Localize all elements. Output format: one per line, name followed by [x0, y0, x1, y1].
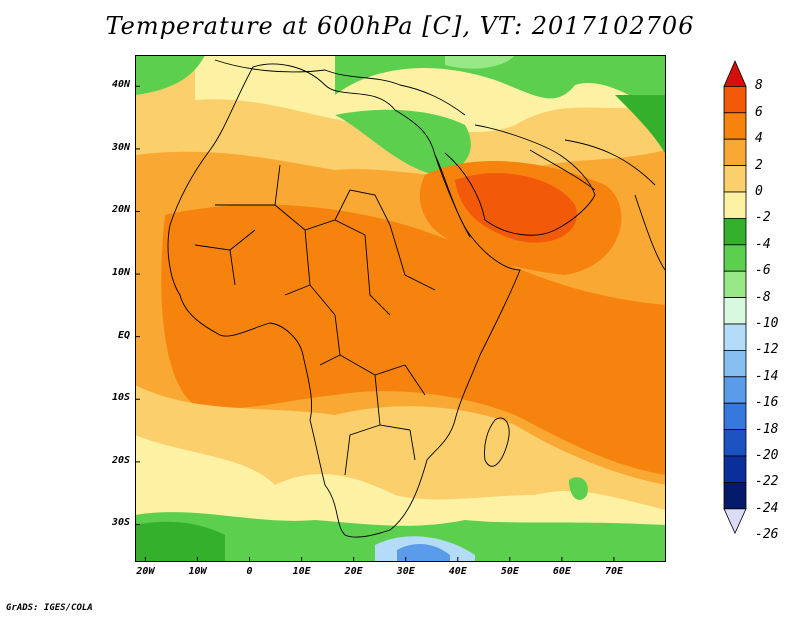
colorbar-label: -14 [755, 368, 779, 384]
lon-label: 70E [604, 566, 623, 577]
field-green-nw [135, 55, 205, 95]
lat-label: EQ [117, 329, 130, 341]
axis-ticks [135, 85, 615, 562]
colorbar-label: -10 [755, 316, 779, 331]
colorbar-label: 4 [755, 131, 763, 147]
field-green-ne [615, 95, 666, 155]
field-green-spot [569, 477, 588, 500]
colorbar-swatch [723, 112, 747, 140]
lon-label: 20W [136, 566, 155, 577]
lat-label: 30S [111, 517, 130, 529]
colorbar-swatch [723, 429, 747, 457]
colorbar-label: 8 [755, 78, 763, 94]
colorbar-swatch [723, 323, 747, 351]
colorbar-label: -18 [755, 421, 779, 437]
colorbar-swatch [723, 402, 747, 431]
lon-label: 0 [246, 566, 253, 577]
field-green-med [335, 55, 666, 115]
page-title: Temperature at 600hPa [C], VT: 201710270… [105, 12, 695, 40]
colorbar-label: -8 [755, 289, 771, 305]
lat-label: 20N [111, 204, 130, 216]
colorbar-label: -16 [755, 395, 779, 411]
colorbar-label: 6 [755, 104, 763, 120]
colorbar-swatch [723, 165, 747, 193]
colorbar-swatch [723, 217, 747, 246]
colorbar-swatch [723, 376, 747, 404]
field-colder-south [397, 543, 450, 562]
temperature-map [135, 55, 666, 562]
field-hot-arabia [455, 173, 577, 243]
colorbar-label: -6 [755, 263, 771, 279]
colorbar [723, 60, 747, 535]
colorbar-swatch [723, 244, 747, 272]
field-green-sw [135, 521, 225, 562]
map-frame [135, 55, 666, 562]
lat-label: 40N [111, 79, 130, 91]
colorbar-swatch [723, 60, 747, 87]
colorbar-label: -24 [755, 500, 779, 516]
lat-label: 20S [111, 454, 130, 466]
colorbar-label: -12 [755, 342, 779, 358]
field-warm-center [161, 204, 666, 475]
colorbar-swatch [723, 138, 747, 166]
field-lightgreen-n [445, 55, 515, 69]
field-green-south [135, 512, 666, 562]
colorbar-label: -2 [755, 210, 771, 226]
lon-label: 60E [552, 566, 571, 577]
colorbar-swatch [723, 481, 747, 510]
lon-label: 10W [188, 566, 207, 577]
madagascar [484, 417, 510, 467]
colorbar-label: 0 [755, 184, 763, 199]
colorbar-swatch [723, 270, 747, 298]
lon-label: 40E [448, 566, 467, 577]
colorbar-swatch [723, 85, 747, 114]
colorbar-label: -26 [755, 527, 779, 543]
colorbar-label: -20 [755, 448, 779, 463]
colorbar-swatch [723, 297, 747, 325]
lon-label: 20E [344, 566, 363, 577]
credit-text: GrADS: IGES/COLA [6, 603, 93, 613]
colorbar-swatch [723, 455, 747, 483]
coastlines [167, 59, 666, 538]
lat-label: 10S [111, 392, 130, 404]
colorbar-label: 2 [755, 157, 763, 173]
lon-label: 10E [292, 566, 311, 577]
lon-label: 50E [500, 566, 519, 577]
colorbar-label: -4 [755, 236, 771, 252]
colorbar-swatch [723, 191, 747, 219]
lat-label: 30N [111, 141, 130, 153]
colorbar-swatch [723, 349, 747, 378]
lon-label: 30E [396, 566, 415, 577]
lat-label: 10N [111, 267, 130, 279]
colorbar-label: -22 [755, 474, 779, 490]
colorbar-swatch [723, 508, 747, 535]
